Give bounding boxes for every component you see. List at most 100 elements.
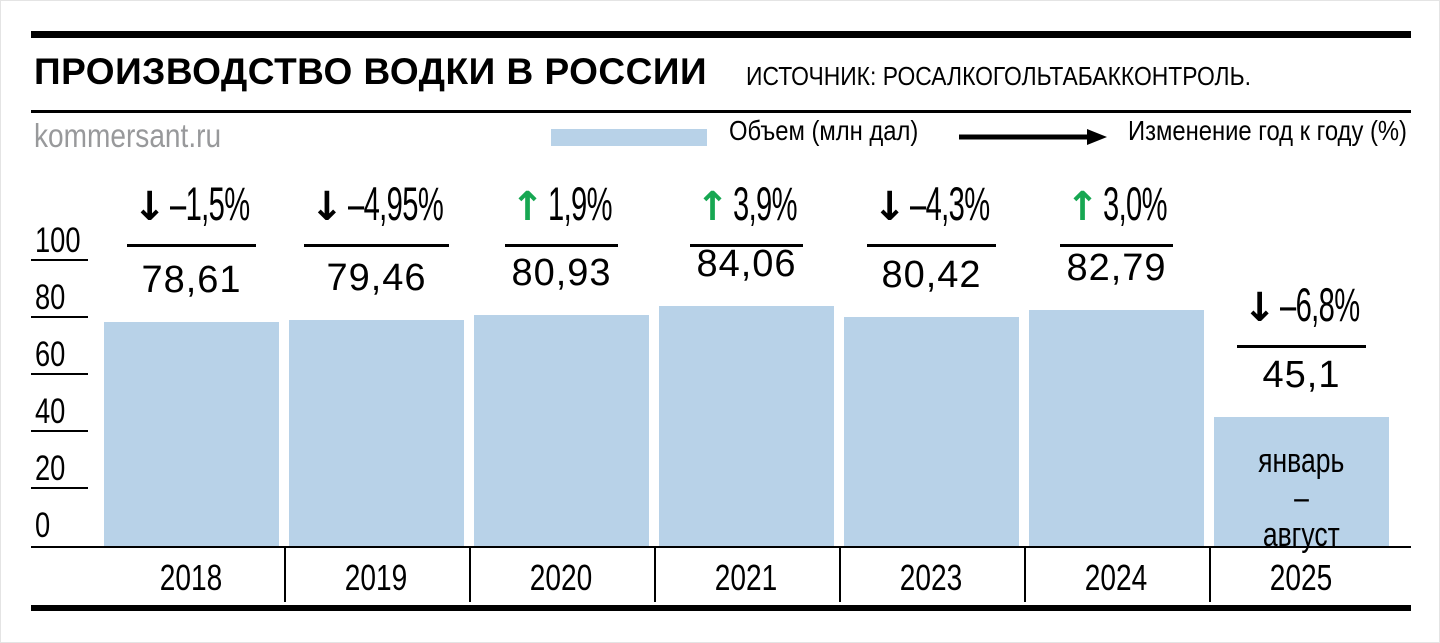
change-label: ↓–1,5% <box>99 180 284 247</box>
year-text: 2021 <box>715 557 778 598</box>
volume-legend-text: Объем (млн дал) <box>729 115 919 146</box>
change-box: ↑1,9% <box>504 177 619 247</box>
source-text: ИСТОЧНИК: РОСАЛКОГОЛЬТАБАККОНТРОЛЬ. <box>746 61 1251 91</box>
source-label: ИСТОЧНИК: РОСАЛКОГОЛЬТАБАККОНТРОЛЬ. <box>746 61 1320 92</box>
y-tick-text: 0 <box>35 506 51 545</box>
yoy-arrow-icon <box>959 129 1107 145</box>
bar-value-label: 80,93 <box>511 252 612 295</box>
bar <box>474 315 649 546</box>
change-box: ↓–6,8% <box>1236 278 1367 349</box>
change-box: ↓–4,3% <box>866 177 997 247</box>
bar <box>104 321 279 546</box>
year-text: 2019 <box>345 557 408 598</box>
volume-swatch-icon <box>551 129 707 146</box>
year-label: 2025 <box>1209 559 1394 597</box>
y-tick-text: 20 <box>35 449 66 488</box>
category-separator <box>839 548 841 602</box>
change-label: ↑3,9% <box>654 180 839 247</box>
bar-value-label: 84,06 <box>696 243 797 286</box>
y-tick-line <box>31 487 88 489</box>
year-label: 2024 <box>1024 559 1209 597</box>
year-label: 2019 <box>284 559 469 597</box>
year-label: 2018 <box>99 559 284 597</box>
category-separator <box>654 548 656 602</box>
down-arrow-icon: ↓ <box>310 184 344 230</box>
bottom-rule <box>31 605 1411 611</box>
category-separator <box>469 548 471 602</box>
year-label: 2020 <box>469 559 654 597</box>
y-tick-label: 80 <box>35 280 74 316</box>
change-box: ↓–1,5% <box>126 177 257 247</box>
volume-legend-label: Объем (млн дал) <box>729 115 952 147</box>
site-text: kommersant.ru <box>34 117 222 154</box>
change-value-text: 3,0% <box>1103 177 1168 230</box>
bar-value-label: 80,42 <box>881 253 982 296</box>
year-text: 2020 <box>530 557 593 598</box>
down-arrow-icon: ↓ <box>132 184 167 230</box>
year-text: 2018 <box>160 557 223 598</box>
year-text: 2024 <box>1085 557 1148 598</box>
y-tick-line <box>31 316 88 318</box>
y-tick-text: 80 <box>35 278 66 317</box>
bar <box>1029 310 1204 546</box>
change-value-text: 1,9% <box>548 177 613 230</box>
change-value-text: –4,3% <box>910 177 990 230</box>
year-text: 2025 <box>1270 557 1333 598</box>
bar <box>659 306 834 546</box>
change-label: ↑1,9% <box>469 180 654 247</box>
down-arrow-icon: ↓ <box>872 184 907 230</box>
up-arrow-icon: ↑ <box>1065 184 1100 230</box>
change-label: ↓–4,3% <box>839 180 1024 247</box>
change-box: ↑3,0% <box>1059 177 1174 247</box>
site-label: kommersant.ru <box>34 117 254 155</box>
header-divider <box>31 110 1411 113</box>
change-label: ↑3,0% <box>1024 180 1209 247</box>
category-separator <box>1024 548 1026 602</box>
y-tick-line <box>31 259 88 261</box>
y-tick-text: 60 <box>35 335 66 374</box>
page-title: ПРОИЗВОДСТВО ВОДКИ В РОССИИ <box>34 51 708 92</box>
x-axis-line <box>31 546 1411 548</box>
change-legend-text: Изменение год к году (%) <box>1128 115 1407 146</box>
bar <box>289 319 464 546</box>
bar-period-note: январь – август <box>1209 443 1394 554</box>
y-tick-label: 0 <box>35 508 54 544</box>
change-legend-label: Изменение год к году (%) <box>1128 115 1439 147</box>
change-box: ↓–4,95% <box>304 180 449 247</box>
up-arrow-icon: ↑ <box>695 184 730 230</box>
change-value-text: –4,95% <box>347 177 444 230</box>
category-separator <box>1209 548 1211 602</box>
y-tick-label: 20 <box>35 451 74 487</box>
y-tick-label: 60 <box>35 337 74 373</box>
change-label: ↓–6,8% <box>1209 278 1394 349</box>
bar-period-note-line: август <box>1263 516 1340 555</box>
year-text: 2023 <box>900 557 963 598</box>
bar-period-note-line: январь <box>1258 442 1345 481</box>
bar <box>1214 417 1389 546</box>
bar-value-label: 82,79 <box>1066 247 1167 290</box>
bar-value-label: 79,46 <box>326 256 427 299</box>
bar-value-label: 45,1 <box>1262 354 1341 397</box>
top-rule <box>31 31 1411 38</box>
bar-value-label: 78,61 <box>141 258 242 301</box>
y-tick-text: 100 <box>35 221 81 260</box>
category-separator <box>284 548 286 602</box>
change-value-text: –6,8% <box>1280 278 1360 332</box>
bar-period-note-line: – <box>1294 479 1309 518</box>
change-box: ↑3,9% <box>689 177 804 247</box>
year-label: 2021 <box>654 559 839 597</box>
y-tick-text: 40 <box>35 392 66 431</box>
y-tick-label: 100 <box>35 223 93 259</box>
change-value-text: –1,5% <box>170 177 250 230</box>
y-tick-line <box>31 373 88 375</box>
y-tick-line <box>31 430 88 432</box>
change-label: ↓–4,95% <box>284 180 469 247</box>
up-arrow-icon: ↑ <box>510 184 545 230</box>
down-arrow-icon: ↓ <box>1242 285 1277 332</box>
change-value-text: 3,9% <box>733 177 798 230</box>
y-tick-label: 40 <box>35 394 74 430</box>
bar <box>844 316 1019 546</box>
year-label: 2023 <box>839 559 1024 597</box>
